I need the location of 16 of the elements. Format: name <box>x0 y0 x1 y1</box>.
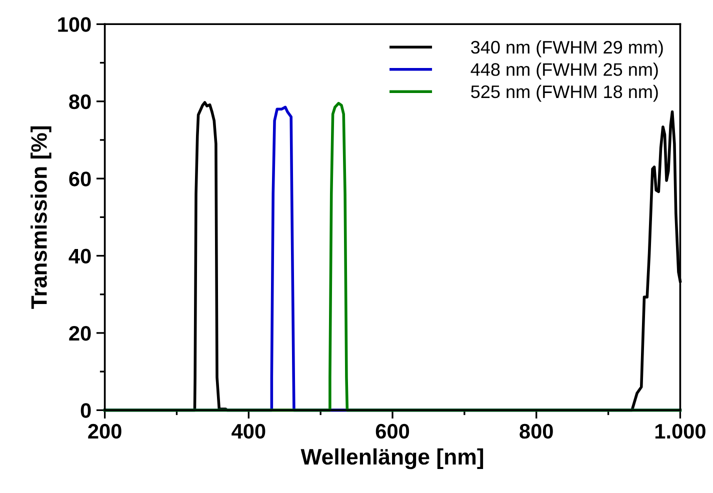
y-tick-label: 20 <box>69 326 91 341</box>
legend-label: 525 nm (FWHM 18 nm) <box>471 84 658 102</box>
y-tick-label: 100 <box>58 17 91 32</box>
x-tick-label: 600 <box>376 424 410 439</box>
y-tick-label: 60 <box>69 172 91 186</box>
y-tick-label: 40 <box>68 248 91 264</box>
x-tick-label: 400 <box>232 424 266 439</box>
x-axis-title: Wellenlänge [nm] <box>300 448 484 470</box>
x-tick-label: 800 <box>520 424 553 439</box>
x-tick-label: 1.000 <box>655 424 706 439</box>
legend-label: 340 nm (FWHM 29 mm) <box>471 40 663 58</box>
legend-label: 448 nm (FWHM 25 nm) <box>470 62 658 80</box>
y-tick-label: 0 <box>80 403 91 418</box>
y-tick-label: 80 <box>69 94 91 110</box>
x-tick-label: 200 <box>88 424 122 439</box>
y-axis-title: Transmission [%] <box>30 126 52 309</box>
